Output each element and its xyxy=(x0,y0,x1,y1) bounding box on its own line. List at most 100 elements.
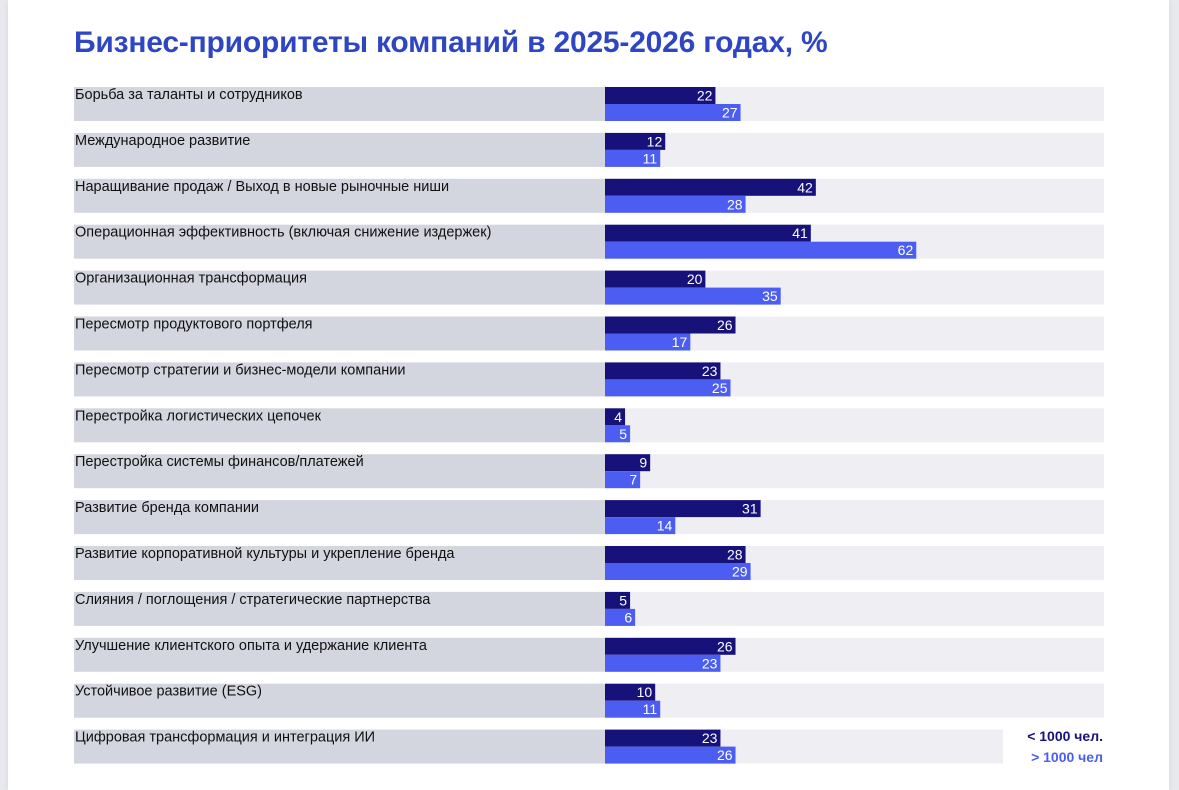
bar-small xyxy=(605,270,706,288)
bar-large xyxy=(605,563,751,580)
row-track-background xyxy=(605,454,1104,489)
category-label: Перестройка системы финансов/платежей xyxy=(75,454,364,470)
data-label: 22 xyxy=(697,88,713,104)
category-label: Операционная эффективность (включая сниж… xyxy=(75,225,491,241)
category-label: Цифровая трансформация и интеграция ИИ xyxy=(75,730,375,746)
data-label: 5 xyxy=(619,592,627,608)
bar-large xyxy=(605,104,741,121)
row-label-background xyxy=(74,454,605,489)
chart-card: Бизнес-приоритеты компаний в 2025-2026 г… xyxy=(8,0,1169,790)
data-label: 27 xyxy=(722,105,738,121)
row-label-background xyxy=(74,132,605,167)
bar-large xyxy=(605,700,661,718)
bar-large xyxy=(605,241,917,259)
row-track-background xyxy=(605,591,1104,626)
data-label: 5 xyxy=(619,426,627,442)
bar-small xyxy=(605,178,816,196)
data-label: 42 xyxy=(797,179,813,195)
data-label: 26 xyxy=(717,317,733,333)
row-label-background xyxy=(74,408,605,443)
row-label-background xyxy=(74,270,605,305)
data-label: 4 xyxy=(614,409,622,425)
row-label-background xyxy=(74,316,605,351)
category-label: Развитие бренда компании xyxy=(75,500,259,516)
data-label: 62 xyxy=(898,242,914,258)
category-label: Улучшение клиентского опыта и удержание … xyxy=(75,638,428,654)
row-label-background xyxy=(74,683,605,718)
bar-small xyxy=(605,132,666,150)
data-label: 23 xyxy=(702,363,718,379)
row-label-background xyxy=(74,546,605,580)
category-label: Борьба за таланты и сотрудников xyxy=(75,87,303,103)
data-label: 28 xyxy=(727,196,743,212)
bar-large xyxy=(605,333,691,351)
bar-small xyxy=(605,683,656,701)
data-label: 6 xyxy=(624,609,632,625)
data-label: 35 xyxy=(762,288,778,304)
data-label: 28 xyxy=(727,547,743,563)
bar-large xyxy=(605,425,631,443)
legend: < 1000 чел. > 1000 чел xyxy=(1027,726,1103,768)
legend-item-small: < 1000 чел. xyxy=(1027,728,1103,744)
bar-large xyxy=(605,608,636,626)
bar-large xyxy=(605,654,721,672)
row-label-background xyxy=(74,729,605,764)
bar-large xyxy=(605,379,731,397)
bar-large xyxy=(605,287,781,305)
category-label: Слияния / поглощения / стратегические па… xyxy=(75,592,431,608)
bar-small xyxy=(605,316,736,334)
category-label: Международное развитие xyxy=(75,133,250,149)
category-label: Пересмотр стратегии и бизнес-модели комп… xyxy=(75,362,405,378)
data-label: 31 xyxy=(742,501,758,517)
data-label: 11 xyxy=(643,150,658,166)
bar-small xyxy=(605,87,716,104)
bar-small xyxy=(605,362,721,380)
bar-small xyxy=(605,591,631,609)
row-label-background xyxy=(74,591,605,626)
data-label: 20 xyxy=(687,271,703,287)
data-label: 14 xyxy=(657,518,673,534)
data-label: 23 xyxy=(702,655,718,671)
row-track-background xyxy=(605,408,1104,443)
legend-item-large: > 1000 чел xyxy=(1031,749,1103,765)
bar-small xyxy=(605,637,736,655)
bar-small xyxy=(605,546,746,563)
row-label-background xyxy=(74,362,605,397)
data-label: 9 xyxy=(639,455,647,471)
row-track-background xyxy=(605,132,1104,167)
bar-small xyxy=(605,454,651,472)
bar-small xyxy=(605,500,761,518)
category-label: Перестройка логистических цепочек xyxy=(75,408,322,424)
bar-chart: Борьба за таланты и сотрудников 22 27 Между… xyxy=(74,87,1104,764)
category-label: Пересмотр продуктового портфеля xyxy=(75,317,313,333)
bar-large xyxy=(605,149,661,167)
data-label: 10 xyxy=(637,684,653,700)
data-label: 12 xyxy=(647,133,663,149)
row-label-background xyxy=(74,178,605,213)
bar-large xyxy=(605,746,736,764)
bar-large xyxy=(605,471,641,489)
bar-small xyxy=(605,224,811,242)
row-label-background xyxy=(74,224,605,259)
data-label: 26 xyxy=(717,638,733,654)
row-label-background xyxy=(74,87,605,121)
row-label-background xyxy=(74,637,605,672)
data-label: 26 xyxy=(717,747,733,763)
bar-large xyxy=(605,195,746,213)
data-label: 23 xyxy=(702,730,718,746)
bar-large xyxy=(605,517,676,535)
bar-small xyxy=(605,729,721,747)
data-label: 17 xyxy=(672,334,688,350)
data-label: 11 xyxy=(643,701,658,717)
data-label: 41 xyxy=(792,225,808,241)
chart-title: Бизнес-приоритеты компаний в 2025-2026 г… xyxy=(74,26,828,59)
bar-small xyxy=(605,408,626,426)
data-label: 25 xyxy=(712,380,728,396)
data-label: 7 xyxy=(629,472,637,488)
row-label-background xyxy=(74,500,605,535)
category-label: Развитие корпоративной культуры и укрепл… xyxy=(75,546,455,562)
data-label: 29 xyxy=(732,564,748,580)
row-track-background xyxy=(605,683,1104,718)
category-label: Наращивание продаж / Выход в новые рыноч… xyxy=(75,179,449,195)
category-label: Организационная трансформация xyxy=(75,271,307,287)
